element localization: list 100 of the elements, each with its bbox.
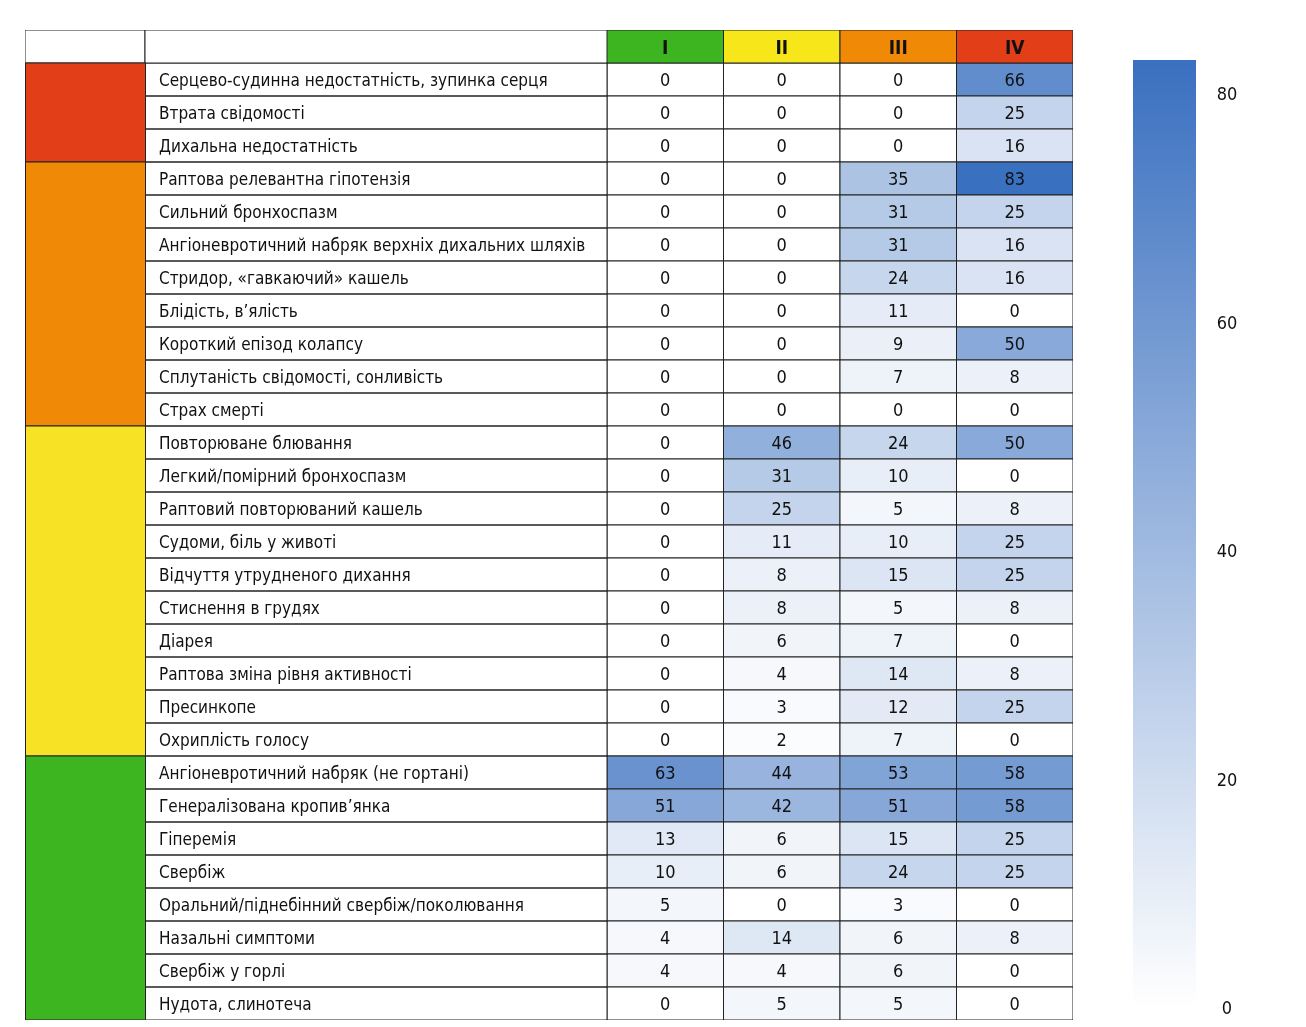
data-label: 0 [776,200,787,222]
data-label: 0 [776,134,787,156]
data-label: 0 [660,68,671,90]
y-tick-label: Сильний бронхоспазм [159,201,338,222]
data-label: 15 [887,563,909,585]
data-label: 0 [660,497,671,519]
data-label: 0 [1009,398,1020,420]
data-label: 31 [887,200,909,222]
data-label: 0 [1009,728,1020,750]
data-label: 7 [893,629,904,651]
data-label: 0 [776,266,787,288]
data-label: 14 [887,662,909,684]
data-label: 0 [660,134,671,156]
data-label: 7 [893,728,904,750]
data-label: 4 [660,926,671,948]
data-label: 50 [1004,431,1026,453]
y-tick-label: Відчуття утрудненого дихання [159,564,411,585]
x-tick-label: III [888,35,908,58]
data-label: 24 [887,860,909,882]
y-tick-label: Дихальна недостатність [159,135,358,156]
y-tick-label: Раптова релевантна гіпотензія [159,168,411,189]
y-tick-label: Серцево-судинна недостатність, зупинка серця [159,69,548,90]
data-label: 25 [1004,200,1026,222]
y-tick-label: Легкий/помірний бронхоспазм [159,465,407,486]
data-label: 11 [887,299,909,321]
data-label: 5 [893,596,904,618]
data-label: 8 [1009,596,1020,618]
data-label: 0 [776,299,787,321]
data-label: 5 [893,497,904,519]
data-label: 13 [654,827,676,849]
data-label: 0 [660,398,671,420]
y-tick-label: Оральний/піднебінний свербіж/поколювання [159,894,524,915]
y-tick-label: Свербіж [159,861,226,882]
data-label: 25 [1004,563,1026,585]
x-tick-label: I [662,35,669,58]
data-label: 5 [660,893,671,915]
data-label: 25 [1004,530,1026,552]
data-label: 12 [887,695,909,717]
data-label: 24 [887,431,909,453]
data-label: 0 [660,992,671,1014]
data-label: 0 [660,596,671,618]
y-tick-label: Блідість, в’ялість [159,300,298,321]
color-bar-label: 40 [1216,540,1238,562]
data-label: 0 [893,134,904,156]
data-label: 25 [1004,101,1026,123]
data-label: 9 [893,332,904,354]
data-label: 0 [893,398,904,420]
data-label: 0 [1009,992,1020,1014]
data-label: 4 [776,662,787,684]
data-label: 0 [660,728,671,750]
y-tick-label: Сплутаність свідомості, сонливість [159,366,444,387]
color-bar-label: 0 [1221,997,1233,1018]
data-label: 10 [887,464,909,486]
data-label: 66 [1004,68,1026,90]
data-label: 0 [660,101,671,123]
data-label: 46 [771,431,793,453]
data-label: 0 [776,167,787,189]
data-label: 0 [660,662,671,684]
y-tick-label: Назальні симптоми [159,927,315,948]
y-tick-label: Охриплість голосу [159,729,309,750]
data-label: 31 [771,464,793,486]
y-tick-label: Ангіоневротичний набряк (не гортані) [159,762,469,783]
data-label: 83 [1004,167,1026,189]
data-label: 51 [654,794,676,816]
data-label: 16 [1004,266,1026,288]
data-label: 8 [776,563,787,585]
y-tick-label: Втрата свідомості [159,102,305,123]
data-label: 0 [660,332,671,354]
data-label: 53 [887,761,909,783]
data-label: 2 [776,728,787,750]
y-tick-label: Ангіоневротичний набряк верхніх дихальних шляхів [159,234,586,255]
data-label: 0 [893,68,904,90]
data-label: 8 [1009,926,1020,948]
data-label: 0 [776,365,787,387]
color-bar-label: 20 [1216,768,1238,790]
data-label: 42 [771,794,793,816]
data-label: 14 [771,926,793,948]
data-label: 5 [893,992,904,1014]
data-label: 11 [771,530,793,552]
y-tick-label: Нудота, слинотеча [159,993,312,1014]
x-tick-label: II [775,35,789,58]
data-label: 0 [660,299,671,321]
data-label: 35 [887,167,909,189]
y-tick-label: Раптовий повторюваний кашель [159,498,423,519]
data-label: 5 [776,992,787,1014]
data-label: 0 [660,629,671,651]
data-label: 0 [660,563,671,585]
data-label: 0 [660,365,671,387]
data-label: 0 [776,332,787,354]
data-label: 6 [776,629,787,651]
data-label: 3 [776,695,787,717]
data-label: 0 [660,431,671,453]
y-tick-label: Гіперемія [159,828,237,849]
data-label: 0 [660,266,671,288]
data-label: 6 [776,827,787,849]
data-label: 8 [1009,365,1020,387]
data-label: 58 [1004,761,1026,783]
data-label: 0 [660,200,671,222]
y-tick-label: Стиснення в грудях [159,597,320,618]
data-label: 6 [893,959,904,981]
